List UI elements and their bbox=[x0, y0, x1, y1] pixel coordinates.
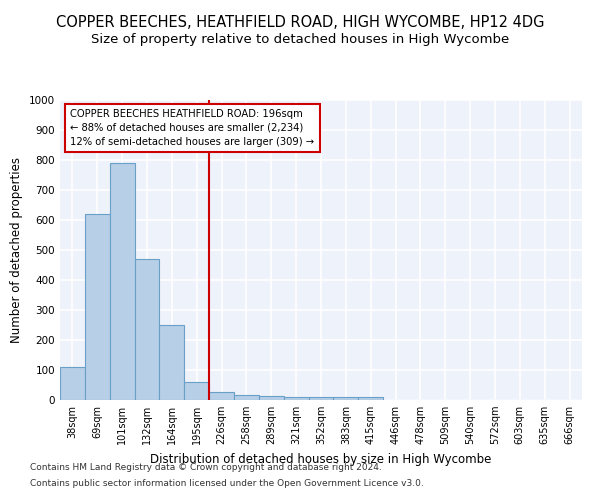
Bar bbox=[358, 397, 383, 400]
Bar bbox=[134, 259, 160, 400]
X-axis label: Distribution of detached houses by size in High Wycombe: Distribution of detached houses by size … bbox=[151, 452, 491, 466]
Bar bbox=[110, 163, 134, 400]
Bar bbox=[160, 325, 184, 400]
Text: Contains public sector information licensed under the Open Government Licence v3: Contains public sector information licen… bbox=[30, 478, 424, 488]
Bar bbox=[60, 367, 85, 400]
Y-axis label: Number of detached properties: Number of detached properties bbox=[10, 157, 23, 343]
Text: COPPER BEECHES HEATHFIELD ROAD: 196sqm
← 88% of detached houses are smaller (2,2: COPPER BEECHES HEATHFIELD ROAD: 196sqm ←… bbox=[70, 109, 314, 147]
Bar bbox=[334, 397, 358, 400]
Text: Contains HM Land Registry data © Crown copyright and database right 2024.: Contains HM Land Registry data © Crown c… bbox=[30, 464, 382, 472]
Bar bbox=[308, 397, 334, 400]
Bar bbox=[234, 394, 259, 400]
Text: COPPER BEECHES, HEATHFIELD ROAD, HIGH WYCOMBE, HP12 4DG: COPPER BEECHES, HEATHFIELD ROAD, HIGH WY… bbox=[56, 15, 544, 30]
Bar bbox=[209, 392, 234, 400]
Text: Size of property relative to detached houses in High Wycombe: Size of property relative to detached ho… bbox=[91, 32, 509, 46]
Bar bbox=[284, 397, 308, 400]
Bar bbox=[85, 214, 110, 400]
Bar bbox=[259, 396, 284, 400]
Bar bbox=[184, 382, 209, 400]
